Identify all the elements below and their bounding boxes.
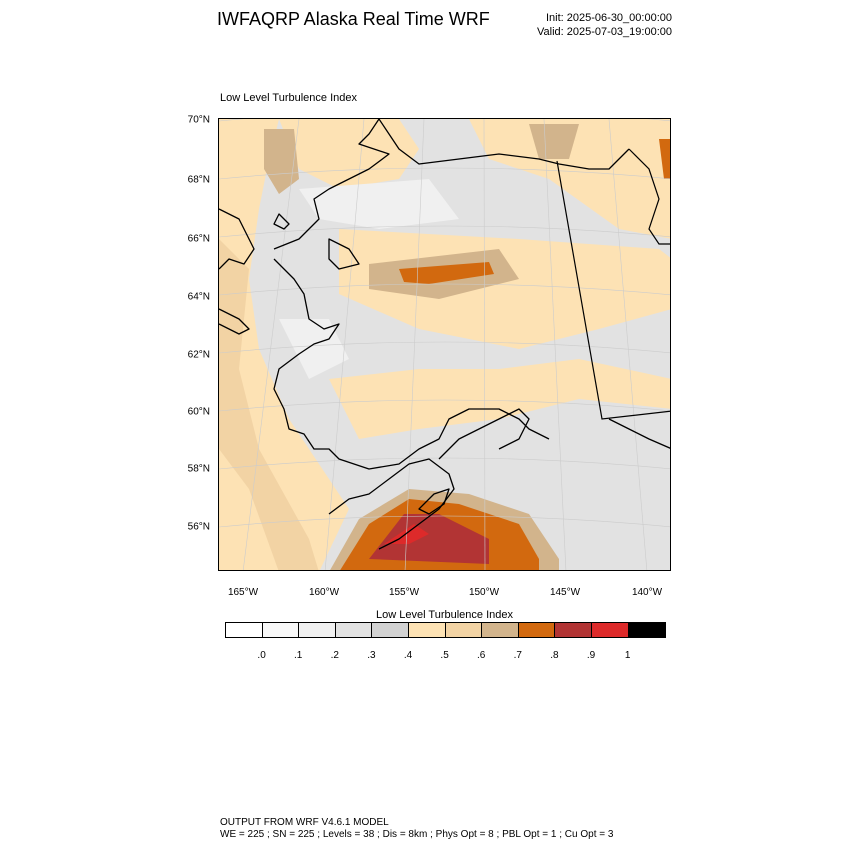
- colorbar: [225, 622, 667, 638]
- colorbar-swatch: [555, 623, 592, 637]
- colorbar-swatch: [372, 623, 409, 637]
- colorbar-swatch: [335, 623, 373, 637]
- figure-title: IWFAQRP Alaska Real Time WRF: [217, 9, 490, 29]
- colorbar-tick-label: .2: [330, 650, 339, 661]
- lat-label-68: 68°N: [187, 174, 210, 186]
- colorbar-swatch: [408, 623, 446, 637]
- colorbar-title: Low Level Turbulence Index: [376, 609, 513, 621]
- lat-label-58: 58°N: [187, 463, 210, 475]
- lat-label-64: 64°N: [187, 291, 210, 303]
- colorbar-tick-label: 1: [624, 650, 631, 661]
- lat-label-62: 62°N: [187, 349, 210, 361]
- colorbar-tick-label: .0: [257, 650, 266, 661]
- lon-label-165: 165°W: [227, 587, 259, 598]
- colorbar-swatch: [262, 623, 300, 637]
- lon-label-160: 160°W: [308, 587, 340, 598]
- colorbar-tick-label: .9: [586, 650, 596, 661]
- turbulence-field-map: [219, 119, 670, 570]
- colorbar-tick-label: .6: [477, 650, 486, 661]
- colorbar-swatch: [518, 623, 556, 637]
- colorbar-tick-label: .4: [403, 650, 413, 661]
- colorbar-swatch: [482, 623, 519, 637]
- colorbar-tick-label: .3: [367, 650, 376, 661]
- footer-config: WE = 225 ; SN = 225 ; Levels = 38 ; Dis …: [220, 829, 614, 840]
- colorbar-tick-label: .5: [440, 650, 449, 661]
- lon-label-150: 150°W: [468, 587, 500, 598]
- lon-label-140: 140°W: [631, 587, 663, 598]
- plot-title: Low Level Turbulence Index: [220, 92, 357, 104]
- lat-label-70: 70°N: [187, 114, 210, 126]
- lon-label-145: 145°W: [549, 587, 581, 598]
- lat-label-56: 56°N: [187, 521, 210, 533]
- colorbar-tick-label: .8: [550, 650, 559, 661]
- footer-model: OUTPUT FROM WRF V4.6.1 MODEL: [220, 817, 389, 828]
- colorbar-tick-label: .7: [513, 650, 522, 661]
- colorbar-swatch: [628, 623, 666, 637]
- colorbar-swatch: [445, 623, 483, 637]
- map-panel: [218, 118, 671, 571]
- lat-label-60: 60°N: [187, 406, 210, 418]
- valid-time: Valid: 2025-07-03_19:00:00: [537, 26, 672, 38]
- lon-label-155: 155°W: [388, 587, 420, 598]
- lat-label-66: 66°N: [187, 233, 210, 245]
- init-time: Init: 2025-06-30_00:00:00: [546, 12, 672, 24]
- colorbar-swatch: [226, 623, 263, 637]
- colorbar-swatch: [591, 623, 629, 637]
- colorbar-tick-label: .1: [294, 650, 303, 661]
- colorbar-swatch: [299, 623, 336, 637]
